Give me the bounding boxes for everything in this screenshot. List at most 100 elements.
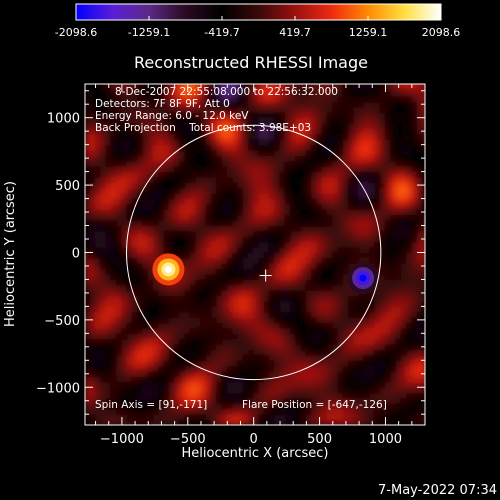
heatmap-cell [174, 419, 181, 425]
heatmap-cell [263, 230, 270, 237]
heatmap-cell [268, 262, 276, 270]
heatmap-cell [242, 327, 249, 334]
heatmap-cell [326, 160, 334, 167]
heatmap-cell [142, 370, 149, 377]
heatmap-cell [211, 203, 218, 210]
heatmap-cell [390, 241, 397, 248]
heatmap-cell [163, 192, 170, 200]
heatmap-cell [232, 295, 239, 302]
heatmap-cell [216, 198, 223, 205]
heatmap-cell [163, 171, 170, 178]
heatmap-cell [342, 95, 350, 103]
heatmap-cell [295, 375, 302, 383]
heatmap-cell [137, 230, 144, 237]
heatmap-cell [158, 295, 165, 302]
heatmap-cell [374, 187, 381, 194]
heatmap-cell [105, 138, 112, 146]
heatmap-cell [168, 419, 176, 425]
heatmap-cell [337, 84, 344, 86]
heatmap-cell [184, 208, 191, 216]
heatmap-cell [379, 365, 386, 372]
heatmap-cell [295, 392, 302, 399]
heatmap-cell [116, 149, 123, 156]
colorbar-tick-labels: -2098.6 -1259.1 -419.7 419.7 1259.1 2098.6 [55, 26, 460, 39]
heatmap-cell [268, 198, 276, 205]
heatmap-cell [305, 381, 313, 388]
heatmap-cell [242, 284, 249, 291]
heatmap-cell [95, 160, 102, 167]
heatmap-cell [348, 149, 355, 156]
heatmap-cell [268, 408, 276, 415]
heatmap-cell [363, 133, 371, 140]
heatmap-cell [279, 289, 286, 297]
heatmap-cell [158, 322, 165, 329]
heatmap-cell [332, 149, 339, 156]
heatmap-cell [147, 284, 155, 291]
heatmap-cell [274, 257, 281, 264]
heatmap-cell [290, 225, 297, 232]
heatmap-cell [300, 354, 307, 361]
heatmap-cell [300, 192, 307, 200]
heatmap-cell [274, 386, 281, 394]
heatmap-cell [232, 289, 239, 297]
heatmap-cell [342, 375, 350, 383]
heatmap-cell [226, 359, 234, 367]
heatmap-cell [358, 101, 365, 108]
heatmap-cell [100, 268, 107, 275]
heatmap-cell [395, 251, 402, 259]
heatmap-cell [237, 95, 244, 103]
heatmap-cell [131, 278, 139, 286]
heatmap-cell [406, 343, 413, 351]
heatmap-cell [137, 402, 144, 410]
heatmap-cell [184, 268, 191, 275]
heatmap-cell [189, 117, 197, 124]
heatmap-cell [89, 327, 97, 334]
heatmap-cell [342, 246, 350, 253]
heatmap-cell [305, 101, 313, 108]
heatmap-cell [137, 289, 144, 297]
heatmap-cell [421, 365, 425, 372]
heatmap-cell [263, 198, 270, 205]
heatmap-cell [184, 402, 191, 410]
heatmap-cell [279, 187, 286, 194]
heatmap-cell [100, 295, 107, 302]
heatmap-cell [174, 192, 181, 200]
heatmap-cell [400, 90, 408, 97]
heatmap-cell [369, 225, 376, 232]
heatmap-cell [316, 171, 323, 178]
heatmap-cell [416, 349, 423, 356]
heatmap-cell [305, 203, 313, 210]
heatmap-cell [126, 413, 133, 421]
heatmap-cell [279, 300, 286, 307]
heatmap-cell [263, 149, 270, 156]
heatmap-cell [121, 187, 128, 194]
heatmap-cell [205, 208, 213, 216]
heatmap-cell [237, 300, 244, 307]
heatmap-cell [131, 284, 139, 291]
heatmap-cell [384, 214, 392, 221]
heatmap-cell [189, 90, 197, 97]
heatmap-cell [237, 235, 244, 243]
heatmap-cell [137, 133, 144, 140]
heatmap-cell [253, 90, 260, 97]
heatmap-cell [179, 370, 186, 377]
heatmap-cell [121, 95, 128, 103]
heatmap-cell [279, 392, 286, 399]
heatmap-cell [105, 262, 112, 270]
heatmap-cell [279, 295, 286, 302]
heatmap-cell [332, 343, 339, 351]
heatmap-cell [95, 392, 102, 399]
heatmap-cell [163, 214, 170, 221]
heatmap-cell [179, 305, 186, 313]
heatmap-cell [379, 381, 386, 388]
heatmap-cell [348, 413, 355, 421]
heatmap-cell [174, 354, 181, 361]
heatmap-cell [216, 359, 223, 367]
heatmap-cell [279, 198, 286, 205]
heatmap-cell [332, 392, 339, 399]
heatmap-cell [158, 235, 165, 243]
heatmap-cell [395, 176, 402, 183]
heatmap-cell [411, 316, 418, 324]
heatmap-cell [337, 117, 344, 124]
heatmap-cell [116, 332, 123, 340]
